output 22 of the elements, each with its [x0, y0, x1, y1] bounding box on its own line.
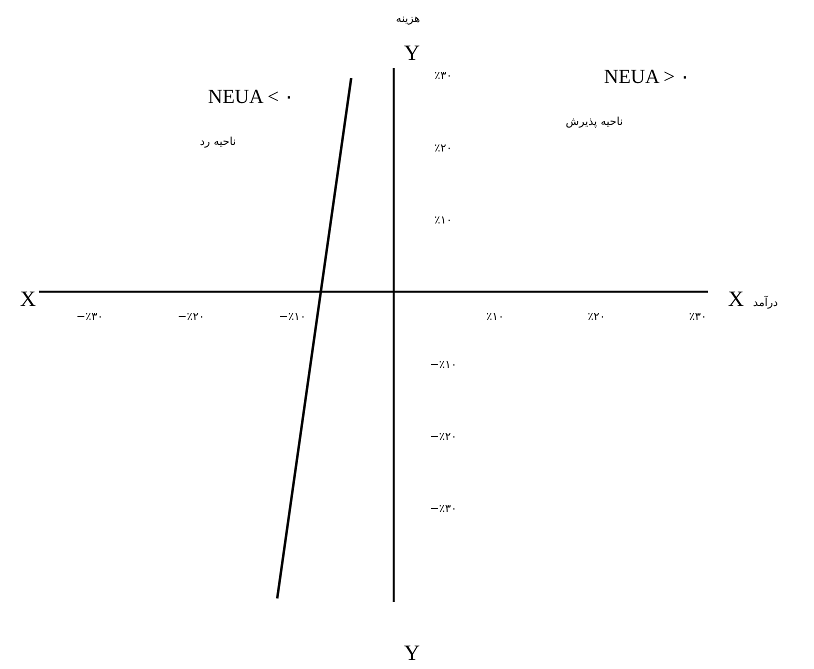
- y-tick-label: −٪۱۰: [430, 358, 457, 371]
- text: X: [20, 286, 36, 311]
- x-tick-label: ٪۲۰: [588, 310, 606, 324]
- annotation: NEUA < ۰: [208, 86, 295, 108]
- text: X: [728, 286, 744, 311]
- annotation: ناحیه رد: [200, 135, 236, 148]
- x-tick-label: −٪۱۰: [278, 310, 306, 324]
- x-tick-label: ٪۳۰: [688, 310, 707, 324]
- y-tick-label: −٪۲۰: [430, 430, 457, 444]
- text: Y: [404, 640, 420, 665]
- y-axis-title: هزینه: [396, 12, 420, 25]
- y-tick-label: −٪۳۰: [430, 502, 457, 516]
- annotation: NEUA > ۰: [604, 66, 691, 88]
- x-tick-label: ٪۱۰: [486, 310, 504, 324]
- x-axis-title: درآمد: [753, 295, 778, 309]
- x-tick-label: −٪۲۰: [178, 310, 205, 324]
- y-tick-label: ٪۲۰: [434, 141, 452, 154]
- y-tick-label: ٪۳۰: [434, 69, 452, 82]
- y-tick-label: ٪۱۰: [434, 214, 452, 227]
- annotation: ناحیه پذیرش: [566, 115, 623, 128]
- x-tick-label: −٪۳۰: [76, 310, 104, 324]
- text: Y: [404, 40, 420, 65]
